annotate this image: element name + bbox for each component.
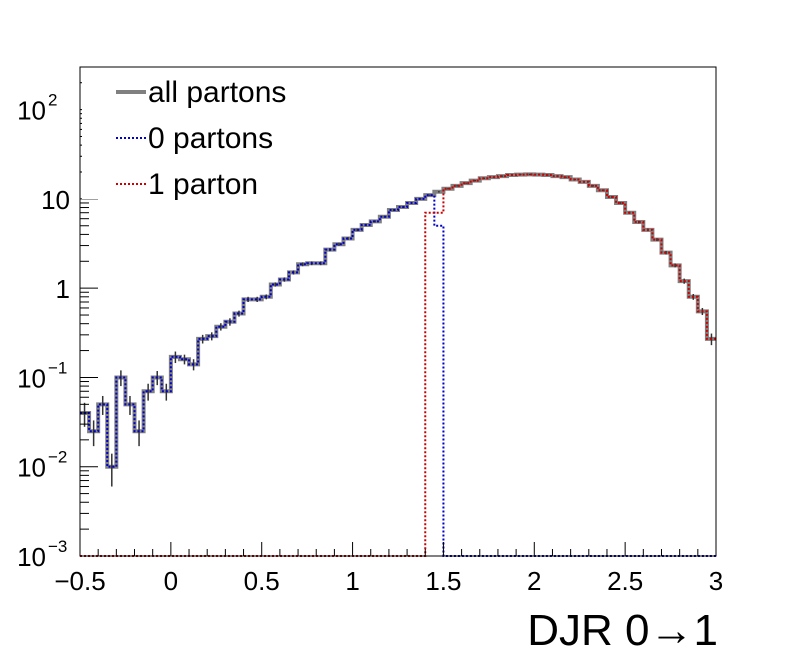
y-tick-label: 10 2 <box>17 91 57 126</box>
series-1-parton <box>80 173 716 557</box>
series-layer <box>80 172 716 557</box>
svg-text:10: 10 <box>17 96 46 126</box>
legend-entry: 0 partons <box>116 122 273 155</box>
svg-text:10: 10 <box>17 363 46 393</box>
legend-background <box>82 69 257 199</box>
y-tick-label: 10 −2 <box>17 448 67 483</box>
svg-text:−1: −1 <box>48 358 67 377</box>
y-tick-label: 1 <box>56 274 70 304</box>
svg-text:1: 1 <box>56 274 70 304</box>
svg-text:−3: −3 <box>48 537 67 556</box>
legend-label: 0 partons <box>148 122 273 155</box>
x-tick-label: 0 <box>164 566 178 596</box>
svg-text:−2: −2 <box>48 448 67 467</box>
x-tick-label: 1.5 <box>425 566 461 596</box>
svg-text:10: 10 <box>41 185 70 215</box>
y-tick-label: 10 −3 <box>17 537 67 572</box>
legend: all partons 0 partons 1 parton <box>82 69 286 201</box>
legend-label: all partons <box>148 76 286 109</box>
svg-text:10: 10 <box>17 453 46 483</box>
x-tick-label: 0.5 <box>244 566 280 596</box>
x-tick-labels: −0.5 0 0.5 1 1.5 2 2.5 3 <box>54 566 723 596</box>
series-0-partons <box>80 194 716 557</box>
y-tick-label: 10 <box>41 185 70 215</box>
x-tick-label: 1 <box>345 566 359 596</box>
legend-entry: 1 parton <box>116 168 258 201</box>
svg-text:2: 2 <box>48 91 57 110</box>
svg-text:10: 10 <box>17 542 46 572</box>
x-tick-label: −0.5 <box>54 566 105 596</box>
series-all-partons <box>80 172 716 469</box>
legend-label: 1 parton <box>148 168 258 201</box>
plot-frame <box>79 66 717 557</box>
x-axis-title: DJR 0→1 <box>527 606 718 655</box>
y-tick-label: 10 −1 <box>17 358 67 393</box>
x-tick-label: 2.5 <box>607 566 643 596</box>
legend-entry: all partons <box>116 76 286 109</box>
x-tick-label: 2 <box>527 566 541 596</box>
x-tick-label: 3 <box>709 566 723 596</box>
